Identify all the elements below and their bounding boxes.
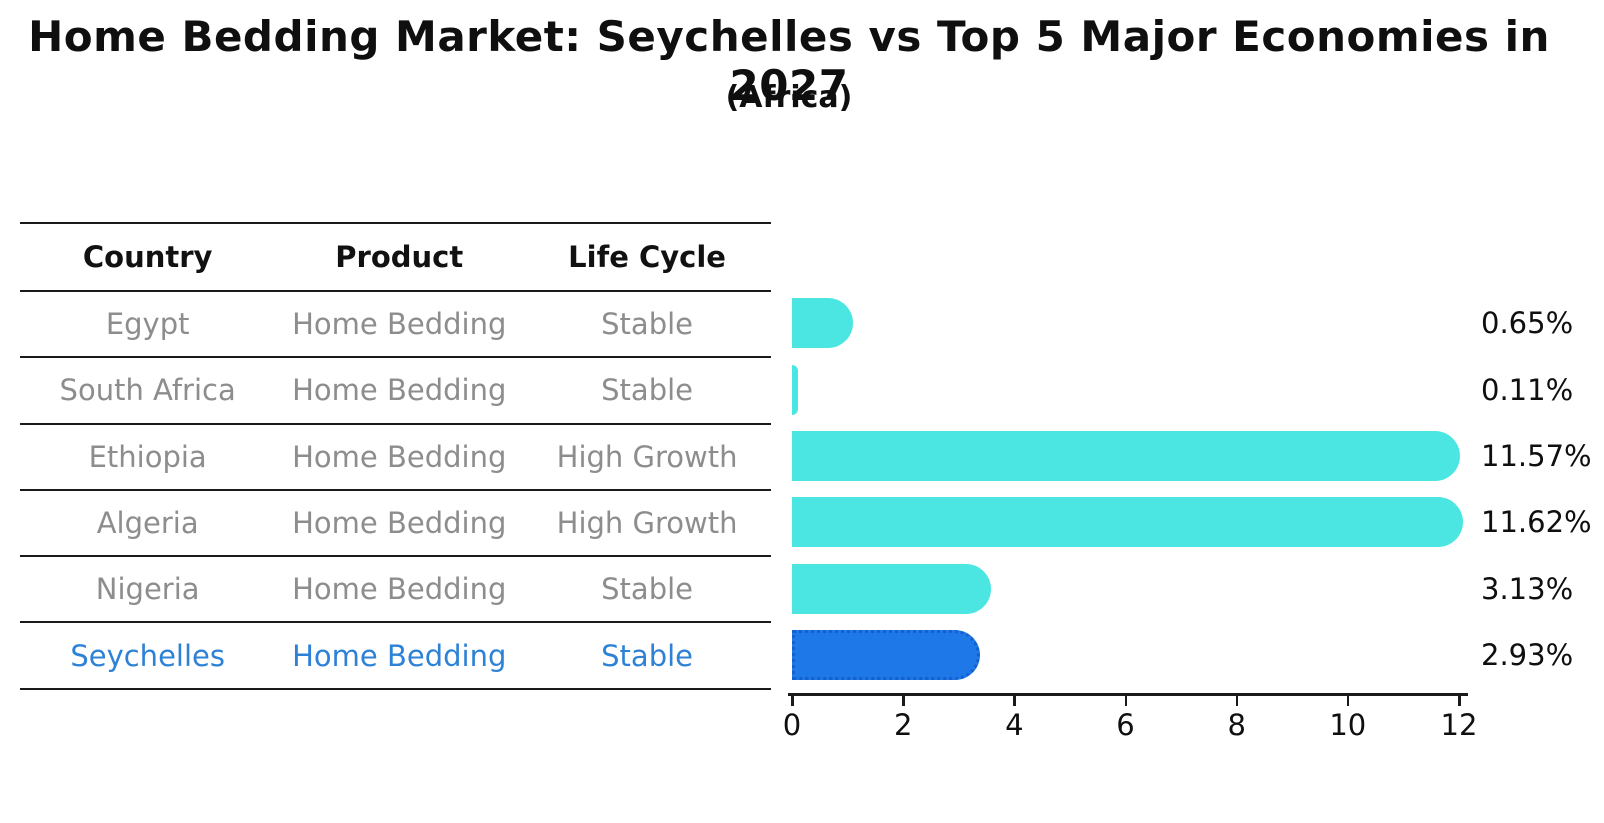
- cell-life-cycle: Stable: [601, 307, 693, 342]
- table-row-egypt: Egypt Home Bedding Stable: [20, 292, 771, 359]
- cell-product: Home Bedding: [292, 506, 507, 541]
- axis-tick-label: 12: [1440, 708, 1478, 742]
- value-label-algeria: 11.62%: [1481, 505, 1592, 540]
- axis-tick: [1346, 695, 1350, 706]
- bar-nigeria: [792, 563, 991, 614]
- table-row-south-africa: South Africa Home Bedding Stable: [20, 358, 771, 425]
- value-label-ethiopia: 11.57%: [1481, 438, 1592, 473]
- axis-tick-label: 4: [1005, 708, 1024, 742]
- axis-tick-label: 10: [1329, 708, 1367, 742]
- table-row-nigeria: Nigeria Home Bedding Stable: [20, 557, 771, 624]
- axis-tick-label: 2: [893, 708, 913, 742]
- table-row-seychelles: Seychelles Home Bedding Stable: [20, 623, 771, 690]
- cell-product: Home Bedding: [292, 439, 507, 474]
- axis-tick-label: 8: [1227, 708, 1246, 742]
- country-table: Country Product Life Cycle Egypt Home Be…: [20, 222, 771, 690]
- cell-life-cycle: Stable: [601, 373, 693, 408]
- bar-algeria: [792, 497, 1463, 548]
- bar-ethiopia: [792, 430, 1461, 481]
- axis-tick-label: 0: [782, 708, 802, 742]
- cell-product: Home Bedding: [292, 373, 507, 408]
- cell-country: Ethiopia: [88, 439, 207, 474]
- chart-subtitle: (Africa): [725, 80, 853, 115]
- table-row-ethiopia: Ethiopia Home Bedding High Growth: [20, 425, 771, 491]
- cell-product: Home Bedding: [292, 638, 507, 673]
- cell-country: Nigeria: [95, 572, 200, 607]
- axis-tick: [902, 695, 905, 706]
- value-label-seychelles: 2.93%: [1481, 637, 1574, 672]
- header-cell-country: Country: [82, 240, 213, 274]
- value-label-egypt: 0.65%: [1481, 306, 1574, 341]
- axis-tick-label: 6: [1116, 708, 1135, 742]
- header-cell-product: Product: [335, 240, 464, 274]
- axis-tick: [1235, 695, 1239, 706]
- cell-life-cycle: High Growth: [556, 506, 738, 541]
- bar-egypt: [792, 298, 854, 349]
- table-header-row: Country Product Life Cycle: [20, 224, 771, 292]
- bar-south-africa: [792, 364, 799, 415]
- cell-country: Seychelles: [70, 638, 225, 673]
- cell-product: Home Bedding: [292, 572, 507, 607]
- cell-product: Home Bedding: [292, 307, 507, 342]
- axis-tick: [791, 695, 794, 706]
- cell-life-cycle: High Growth: [556, 439, 738, 474]
- table-row-algeria: Algeria Home Bedding High Growth: [20, 491, 771, 558]
- cell-life-cycle: Stable: [601, 572, 693, 607]
- chart-title: Home Bedding Market: Seychelles vs Top 5…: [28, 12, 1550, 110]
- value-label-nigeria: 3.13%: [1481, 571, 1574, 606]
- value-label-south-africa: 0.11%: [1481, 372, 1574, 407]
- axis-tick: [1458, 695, 1461, 706]
- cell-country: Egypt: [105, 307, 190, 342]
- cell-country: South Africa: [59, 373, 236, 408]
- header-cell-life-cycle: Life Cycle: [568, 240, 726, 274]
- axis-tick: [1124, 695, 1127, 706]
- cell-life-cycle: Stable: [601, 638, 693, 673]
- x-axis-line: [788, 693, 1468, 696]
- cell-country: Algeria: [96, 506, 199, 541]
- bar-seychelles: [792, 629, 980, 680]
- axis-tick: [1013, 695, 1016, 706]
